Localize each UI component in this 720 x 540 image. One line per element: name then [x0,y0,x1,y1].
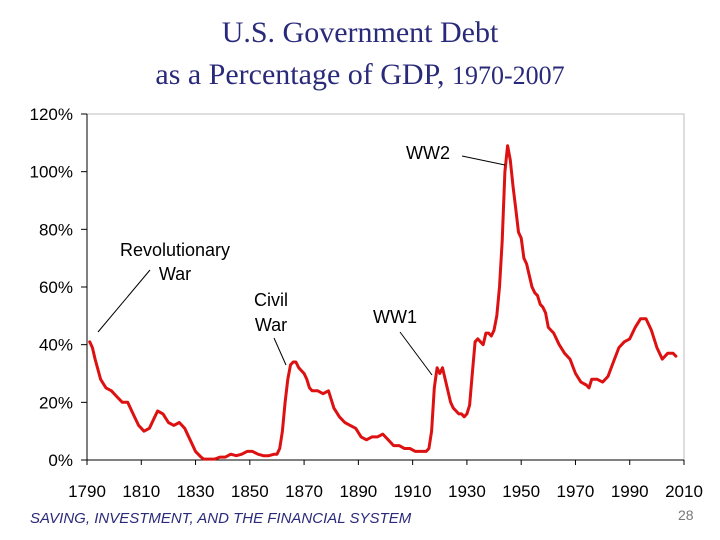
x-tick-label: 2010 [665,482,703,501]
annotation-revolutionary: Revolutionary [120,240,230,260]
annotation-group: WW2 Revolutionary War Civil War WW1 [97,143,506,376]
y-tick-label: 40% [39,336,73,355]
debt-series-line [88,144,678,461]
page-number: 28 [678,507,694,523]
plot-frame [86,113,685,461]
slide-title-line-2: as a Percentage of GDP, 1970-2007 [0,60,720,90]
y-tick-label: 100% [30,163,73,182]
annotation-war-1: War [159,264,191,284]
x-tick-label: 1890 [339,482,377,501]
x-tick-label: 1830 [177,482,215,501]
y-tick-label: 120% [30,105,73,124]
x-tick-label: 1850 [231,482,269,501]
title-main-text: as a Percentage of GDP, [155,58,445,91]
x-tick-label: 1870 [285,482,323,501]
annotation-revolutionary-leader [97,269,151,333]
x-tick-label: 1970 [557,482,595,501]
slide-footer: SAVING, INVESTMENT, AND THE FINANCIAL SY… [30,510,412,527]
annotation-civil-leader [273,337,287,366]
annotation-ww2: WW2 [406,143,450,163]
chart-axes [86,113,685,461]
y-tick-label: 60% [39,278,73,297]
title-years: 1970-2007 [451,61,565,90]
annotation-war-2: War [255,315,287,335]
series-group [88,144,678,461]
slide-title-line-1: U.S. Government Debt [221,16,499,49]
x-tick-label: 1930 [448,482,486,501]
annotation-civil: Civil [254,290,288,310]
x-tick-label: 1990 [611,482,649,501]
y-axis-ticks: 0% 20% 40% 60% 80% 100% 120% [30,105,87,470]
y-tick-label: 80% [39,220,73,239]
annotation-ww1-leader [399,331,433,376]
x-tick-label: 1950 [502,482,540,501]
annotation-ww2-leader [461,155,506,166]
annotation-ww1: WW1 [373,307,417,327]
x-axis-ticks: 1790 1810 1830 1850 1870 1890 1910 1930 1950 1970… [68,460,703,501]
x-tick-label: 1810 [122,482,160,501]
x-tick-label: 1790 [68,482,106,501]
y-tick-label: 0% [48,451,73,470]
y-tick-label: 20% [39,393,73,412]
x-tick-label: 1910 [394,482,432,501]
